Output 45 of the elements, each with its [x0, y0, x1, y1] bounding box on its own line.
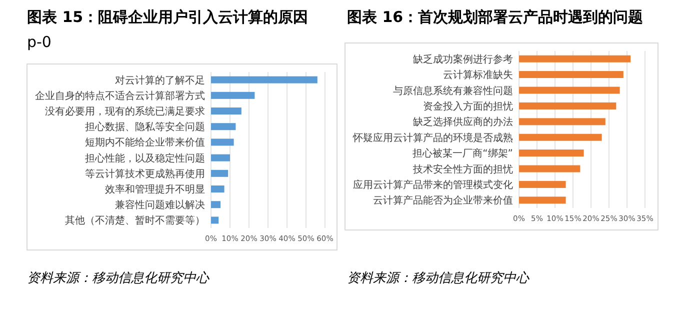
- text: p-0: [27, 33, 52, 51]
- y-tick-label: 兼容性问题难以解决: [115, 199, 205, 212]
- y-tick-label: 担心数据、隐私等安全问题: [85, 121, 205, 134]
- text: 资料来源：移动信息化研究中心: [347, 270, 530, 286]
- y-tick-label: 应用云计算产品带来的管理模式变化: [353, 178, 513, 191]
- bar: [211, 186, 224, 192]
- y-tick-label: 担心被某一厂商“绑架”: [412, 148, 513, 160]
- bar: [519, 86, 620, 94]
- bar: [211, 216, 219, 224]
- y-tick-label: 对云计算的了解不足: [115, 74, 205, 86]
- bar: [519, 196, 566, 204]
- bar: [211, 201, 220, 208]
- bar: [519, 55, 631, 62]
- bar: [211, 154, 230, 162]
- y-tick-label: 怀疑应用云计算产品的环境是否成熟: [352, 132, 513, 144]
- y-tick-label: 担心性能，以及稳定性问题: [85, 152, 205, 164]
- y-tick-label: 没有必要用，现有的系统已满足要求: [45, 106, 205, 118]
- y-tick-label: 短期内不能给企业带来价值: [85, 136, 205, 149]
- bar: [519, 150, 584, 157]
- y-tick-label: 技术安全性方面的担忧: [412, 163, 513, 176]
- bar: [211, 92, 255, 99]
- y-tick-label: 缺乏选择供应商的办法: [413, 116, 513, 128]
- y-tick-label: 与原信息系统有兼容性问题: [393, 84, 513, 97]
- y-tick-label: 效率和管理提升不明显: [105, 184, 205, 196]
- bar: [519, 180, 566, 188]
- text: 资料来源：移动信息化研究中心: [27, 270, 210, 286]
- y-tick-label: 其他（不清楚、暂时不需要等）: [65, 214, 205, 227]
- y-tick-label: 资金投入方面的担忧: [423, 100, 513, 112]
- bar: [211, 138, 234, 146]
- bar: [519, 71, 624, 78]
- bar: [519, 165, 580, 172]
- y-tick-label: 云计算标准缺失: [443, 69, 513, 82]
- y-tick-label: 云计算产品能否为企业带来价值: [373, 194, 513, 207]
- y-tick-label: 企业自身的特点不适合云计算部署方式: [35, 90, 205, 102]
- bar: [519, 134, 602, 141]
- chart-title: 图表 16：首次规划部署云产品时遇到的问题: [347, 8, 644, 26]
- y-tick-label: 等云计算技术更成熟再使用: [85, 168, 205, 180]
- chart-title: 图表 15：阻碍企业用户引入云计算的原因: [27, 8, 308, 26]
- y-tick-label: 缺乏成功案例进行参考: [413, 53, 513, 66]
- bar: [211, 76, 318, 84]
- bar: [211, 123, 236, 130]
- bar: [211, 170, 228, 177]
- bar: [211, 108, 242, 114]
- bar: [519, 118, 606, 126]
- bar: [519, 102, 616, 110]
